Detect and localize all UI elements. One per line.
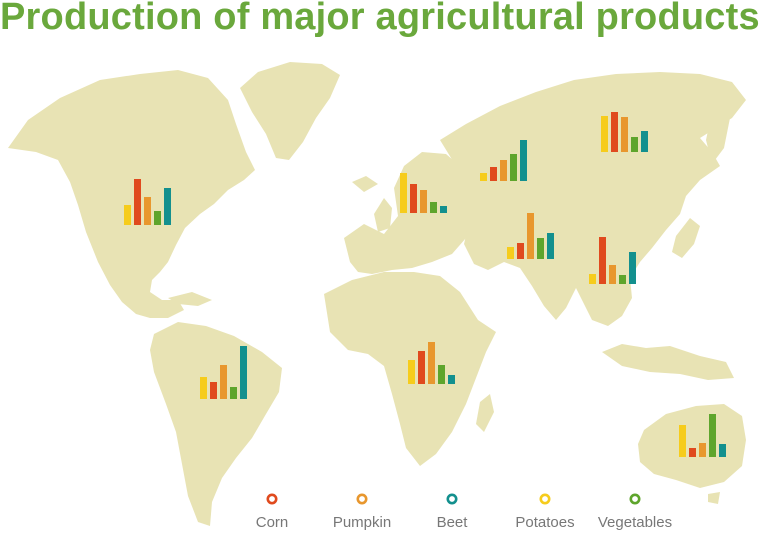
landmass-europe bbox=[344, 152, 472, 274]
bar-groups bbox=[124, 112, 726, 457]
legend-label-beet: Beet bbox=[437, 514, 469, 531]
legend-item-corn: Corn bbox=[256, 493, 289, 531]
legend-label-potatoes: Potatoes bbox=[515, 514, 574, 531]
bar-north-america-vegetables bbox=[154, 211, 161, 225]
legend-item-potatoes: Potatoes bbox=[515, 493, 575, 531]
legend-item-beet: Beet bbox=[437, 493, 469, 531]
bar-group-europe bbox=[400, 173, 447, 213]
bar-australia-beet bbox=[719, 444, 726, 457]
bar-south-america-corn bbox=[210, 382, 217, 399]
bar-australia-potatoes bbox=[679, 425, 686, 457]
bar-europe-potatoes bbox=[400, 173, 407, 213]
bar-africa-beet bbox=[448, 375, 455, 384]
bar-north-america-potatoes bbox=[124, 205, 131, 225]
bar-group-russia bbox=[480, 140, 527, 181]
bar-south-asia-corn bbox=[599, 237, 606, 284]
bar-south-asia-beet bbox=[629, 252, 636, 284]
bar-middle-asia-beet bbox=[547, 233, 554, 259]
legend-marker-potatoes bbox=[539, 493, 551, 505]
bar-russia-vegetables bbox=[510, 154, 517, 181]
bar-middle-asia-pumpkin bbox=[527, 213, 534, 259]
bar-group-africa bbox=[408, 342, 455, 384]
legend-marker-corn bbox=[266, 493, 278, 505]
bar-middle-asia-potatoes bbox=[507, 247, 514, 259]
bar-group-south-america bbox=[200, 346, 247, 399]
legend-label-corn: Corn bbox=[256, 514, 289, 531]
bar-east-asia-beet bbox=[641, 131, 648, 152]
bar-south-asia-potatoes bbox=[589, 274, 596, 284]
landmass-britain bbox=[374, 198, 392, 232]
bar-middle-asia-vegetables bbox=[537, 238, 544, 259]
bar-europe-vegetables bbox=[430, 202, 437, 213]
bar-south-america-pumpkin bbox=[220, 365, 227, 399]
bar-group-south-asia bbox=[589, 237, 636, 284]
legend-item-pumpkin: Pumpkin bbox=[333, 493, 391, 531]
bar-russia-potatoes bbox=[480, 173, 487, 181]
landmass-australia bbox=[638, 404, 746, 488]
bar-group-middle-asia bbox=[507, 213, 554, 259]
bar-russia-corn bbox=[490, 167, 497, 181]
bar-africa-pumpkin bbox=[428, 342, 435, 384]
bar-south-america-vegetables bbox=[230, 387, 237, 399]
bar-russia-beet bbox=[520, 140, 527, 181]
landmass-greenland bbox=[240, 62, 340, 160]
bar-europe-corn bbox=[410, 184, 417, 213]
bar-north-america-beet bbox=[164, 188, 171, 225]
landmass-japan bbox=[672, 218, 700, 258]
bar-east-asia-potatoes bbox=[601, 116, 608, 152]
landmass-asia bbox=[440, 72, 746, 326]
landmass-indonesia bbox=[602, 344, 734, 380]
bar-south-america-potatoes bbox=[200, 377, 207, 399]
legend-label-vegetables: Vegetables bbox=[598, 514, 672, 531]
bar-east-asia-vegetables bbox=[631, 137, 638, 152]
bar-africa-corn bbox=[418, 351, 425, 384]
bar-africa-vegetables bbox=[438, 365, 445, 384]
bar-east-asia-corn bbox=[611, 112, 618, 152]
bar-group-australia bbox=[679, 414, 726, 457]
bar-australia-corn bbox=[689, 448, 696, 457]
bar-australia-pumpkin bbox=[699, 443, 706, 457]
landmass-madagascar bbox=[476, 394, 494, 432]
landmass-kamchatka bbox=[706, 112, 730, 164]
bar-north-america-corn bbox=[134, 179, 141, 225]
bar-africa-potatoes bbox=[408, 360, 415, 384]
landmass-tasmania bbox=[708, 492, 720, 504]
chart-title: Production of major agricultural product… bbox=[0, 0, 760, 38]
bar-group-north-america bbox=[124, 179, 171, 225]
bar-north-america-pumpkin bbox=[144, 197, 151, 225]
landmass-north-america bbox=[8, 70, 255, 318]
legend-marker-pumpkin bbox=[356, 493, 368, 505]
legend-item-vegetables: Vegetables bbox=[598, 493, 672, 531]
bar-group-east-asia bbox=[601, 112, 648, 152]
bar-south-america-beet bbox=[240, 346, 247, 399]
landmass-iceland bbox=[352, 176, 378, 192]
bar-middle-asia-corn bbox=[517, 243, 524, 259]
legend-marker-vegetables bbox=[629, 493, 641, 505]
legend-label-pumpkin: Pumpkin bbox=[333, 514, 391, 531]
bar-europe-beet bbox=[440, 206, 447, 213]
bar-russia-pumpkin bbox=[500, 160, 507, 181]
world-map bbox=[8, 62, 746, 526]
bar-east-asia-pumpkin bbox=[621, 117, 628, 152]
bar-south-asia-pumpkin bbox=[609, 265, 616, 284]
bar-south-asia-vegetables bbox=[619, 275, 626, 284]
bar-australia-vegetables bbox=[709, 414, 716, 457]
bar-europe-pumpkin bbox=[420, 190, 427, 213]
landmass-caribbean bbox=[168, 292, 212, 306]
legend-marker-beet bbox=[446, 493, 458, 505]
landmass-south-america bbox=[150, 322, 282, 526]
legend: Corn Pumpkin Beet Potatoes Vegetables bbox=[256, 493, 672, 531]
